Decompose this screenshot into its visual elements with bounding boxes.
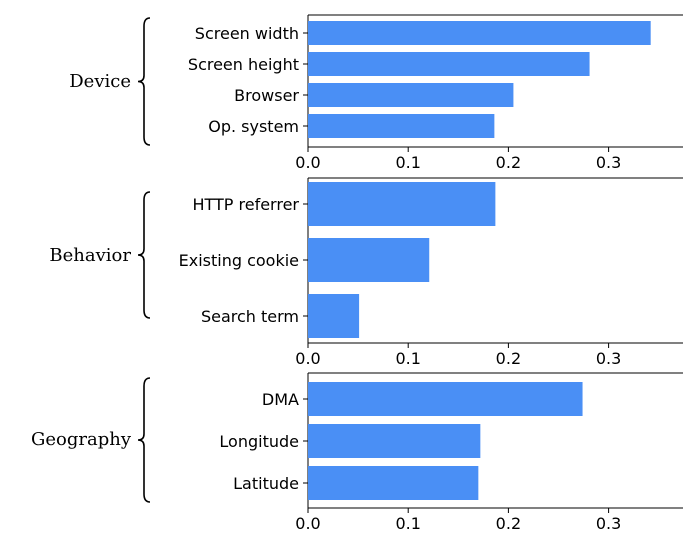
group-label-behavior: Behavior [49,245,131,266]
bar-browser [308,83,514,107]
bar-longitude [308,424,481,458]
x-tick-label: 0.1 [395,349,420,368]
category-label-op-system: Op. system [208,117,299,136]
category-label-latitude: Latitude [233,474,299,493]
group-brace [137,191,151,319]
category-label-existing-cookie: Existing cookie [179,251,299,270]
x-tick-label: 0.0 [295,514,320,533]
category-label-search-term: Search term [201,307,299,326]
x-tick-label: 0.3 [596,514,621,533]
group-brace [137,17,151,146]
panel-behavior: HTTP referrer Existing cookie Search term 0… [49,177,683,368]
group-brace [137,377,151,503]
x-tick-label: 0.3 [596,153,621,172]
bar-screen-width [308,21,651,45]
group-label-geography: Geography [31,429,132,450]
bar-op-system [308,114,495,138]
bar-screen-height [308,52,590,76]
category-label-dma: DMA [262,390,299,409]
x-tick-label: 0.1 [395,153,420,172]
x-tick-label: 0.3 [596,349,621,368]
category-label-browser: Browser [234,86,299,105]
x-tick-label: 0.2 [496,153,521,172]
x-tick-label: 0.2 [496,349,521,368]
bar-latitude [308,466,479,500]
bar-dma [308,382,583,416]
bar-http-referrer [308,182,496,226]
category-label-http-referrer: HTTP referrer [192,195,299,214]
bar-search-term [308,294,360,338]
group-label-device: Device [69,71,131,92]
x-tick-label: 0.2 [496,514,521,533]
panel-geography: DMA Longitude Latitude 0.0 0.1 0.2 0.3 Geograph… [31,372,683,533]
category-label-longitude: Longitude [219,432,299,451]
bar-existing-cookie [308,238,430,282]
category-label-screen-height: Screen height [188,55,299,74]
category-label-screen-width: Screen width [195,24,299,43]
x-tick-label: 0.1 [395,514,420,533]
x-tick-label: 0.0 [295,349,320,368]
panel-device: Screen width Screen height Browser Op. syst… [69,14,683,172]
x-tick-label: 0.0 [295,153,320,172]
